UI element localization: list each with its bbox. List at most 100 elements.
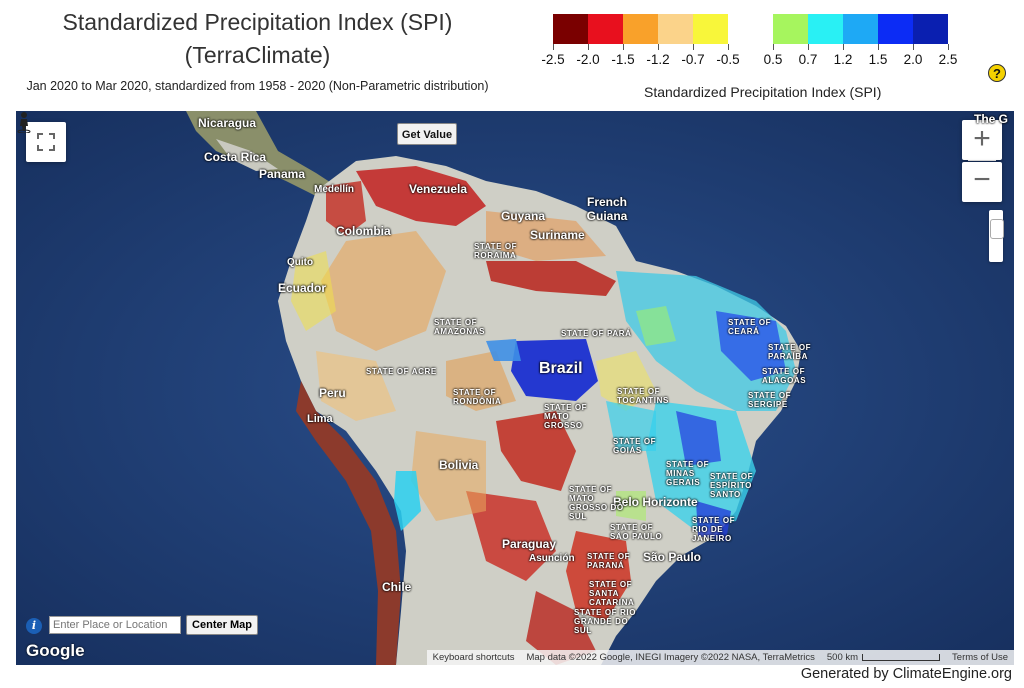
map-label-state: STATE OF ESPÍRITO SANTO <box>710 472 754 499</box>
map-label-state: STATE OF RONDÔNIA <box>453 388 502 406</box>
map-label-city: Medellín <box>314 184 355 195</box>
legend-tick-mark <box>553 44 554 50</box>
info-icon[interactable]: i <box>26 618 42 634</box>
center-map-button[interactable]: Center Map <box>186 615 258 635</box>
page-title: Standardized Precipitation Index (SPI) (… <box>62 9 453 68</box>
legend-tick-mark <box>658 44 659 50</box>
map-view[interactable]: Get Value + − Nicaragua Costa Rica Panam… <box>16 111 1014 665</box>
map-label-city: Lima <box>307 413 333 425</box>
legend-tick-mark <box>728 44 729 50</box>
map-label-city: Asunción <box>529 553 575 564</box>
map-label-state: STATE OF PARAÍBA <box>768 343 812 361</box>
legend-tick-mark <box>878 44 879 50</box>
map-data-attribution: Map data ©2022 Google, INEGI Imagery ©20… <box>526 652 815 663</box>
map-label-state: STATE OF SÃO PAULO <box>610 523 663 541</box>
legend-swatch <box>623 14 658 44</box>
map-label-city: Quito <box>287 257 314 268</box>
map-label-country: Suriname <box>530 228 585 242</box>
zoom-separator <box>968 160 996 161</box>
map-label-country: Chile <box>382 580 412 594</box>
help-icon[interactable]: ? <box>988 64 1006 82</box>
map-label-country: Venezuela <box>409 182 468 196</box>
legend-tick-mark <box>773 44 774 50</box>
map-label-state: STATE OF PARÁ <box>561 329 632 338</box>
map-label-state: STATE OF RIO DE JANEIRO <box>692 516 736 543</box>
map-label-state: STATE OF ACRE <box>366 367 437 376</box>
get-value-button[interactable]: Get Value <box>397 123 457 145</box>
scale-label: 500 km <box>826 652 859 663</box>
legend-tick-mark <box>623 44 624 50</box>
legend-tick-label: -0.5 <box>716 52 740 67</box>
map-label-state: STATE OF PARANÁ <box>587 552 631 570</box>
legend-tick-mark <box>808 44 809 50</box>
legend-tick-label: -2.0 <box>576 52 600 67</box>
legend-tick-label: -0.7 <box>681 52 705 67</box>
map-label-state: STATE OF GOIÁS <box>613 437 657 455</box>
legend-tick-mark <box>913 44 914 50</box>
generated-by-credit: Generated by ClimateEngine.org <box>800 666 1012 682</box>
legend-swatch <box>843 14 878 44</box>
legend-tick-label: 0.7 <box>798 52 818 67</box>
map-label-state: STATE OF MINAS GERAIS <box>666 460 710 487</box>
spi-legend: -2.5 -2.0 -1.5 -1.2 -0.7 -0.5 0.5 0.7 1.2 1.5 2.0 2… <box>540 14 980 104</box>
legend-tick-label: -2.5 <box>541 52 565 67</box>
map-label-state: STATE OF AMAZONAS <box>434 318 486 336</box>
map-label-state: STATE OF ALAGOAS <box>762 367 807 385</box>
legend-swatch <box>878 14 913 44</box>
pegman-icon[interactable] <box>16 111 32 133</box>
map-attribution: Keyboard shortcuts Map data ©2022 Google… <box>426 650 1014 665</box>
legend-tick-label: 1.5 <box>868 52 888 67</box>
map-label-state: STATE OF TOCANTINS <box>617 387 669 405</box>
legend-swatch <box>913 14 948 44</box>
map-imagery <box>16 111 1014 665</box>
legend-tick-label: 0.5 <box>763 52 783 67</box>
legend-swatch <box>588 14 623 44</box>
place-search-input[interactable] <box>49 616 181 634</box>
map-label-country: Peru <box>319 386 346 400</box>
map-label-country: Bolivia <box>439 458 479 472</box>
legend-tick-mark <box>693 44 694 50</box>
fullscreen-button[interactable] <box>26 122 66 162</box>
map-label-country: Colombia <box>336 224 391 238</box>
legend-swatch <box>553 14 588 44</box>
legend-tick-label: -1.5 <box>611 52 635 67</box>
map-label-state: STATE OF RORAIMA <box>474 242 518 260</box>
map-label-country: French Guiana <box>586 195 628 223</box>
page-subtitle: Jan 2020 to Mar 2020, standardized from … <box>26 79 489 93</box>
map-label-state: STATE OF MATO GROSSO DO SUL <box>569 485 624 521</box>
map-label-country: Paraguay <box>502 537 557 551</box>
legend-title: Standardized Precipitation Index (SPI) <box>644 84 882 100</box>
legend-tick-label: 2.0 <box>903 52 923 67</box>
zoom-slider-handle[interactable] <box>990 219 1004 239</box>
map-label-state: STATE OF CEARÁ <box>728 318 772 336</box>
legend-tick-mark <box>948 44 949 50</box>
keyboard-shortcuts-link[interactable]: Keyboard shortcuts <box>432 652 515 663</box>
map-label-state: STATE OF RIO GRANDE DO SUL <box>574 608 637 635</box>
map-label-country: Panama <box>259 167 306 181</box>
terms-of-use-link[interactable]: Terms of Use <box>952 652 1008 663</box>
title-block: Standardized Precipitation Index (SPI) (… <box>20 6 495 95</box>
legend-tick-label: 2.5 <box>938 52 958 67</box>
legend-tick-mark <box>588 44 589 50</box>
map-label-city: Belo Horizonte <box>613 495 698 509</box>
legend-swatch <box>658 14 693 44</box>
map-label-country: Brazil <box>539 360 583 377</box>
map-label-state: STATE OF SANTA CATARINA <box>589 580 635 607</box>
fullscreen-icon <box>37 133 55 151</box>
scale-bar <box>862 653 941 661</box>
scale-indicator: 500 km <box>821 652 946 663</box>
map-label-country: The G <box>974 112 1009 126</box>
map-label-country: Guyana <box>501 209 546 223</box>
map-label-country: Ecuador <box>278 281 327 295</box>
legend-tick-label: -1.2 <box>646 52 670 67</box>
zoom-in-button[interactable]: + <box>962 120 1002 160</box>
map-label-state: STATE OF MATO GROSSO <box>544 403 588 430</box>
legend-swatch <box>808 14 843 44</box>
map-label-city: São Paulo <box>643 550 702 564</box>
map-label-country: Costa Rica <box>204 150 267 164</box>
zoom-out-button[interactable]: − <box>962 162 1002 202</box>
legend-swatch <box>773 14 808 44</box>
google-logo: Google <box>26 641 85 660</box>
legend-tick-mark <box>843 44 844 50</box>
map-label-country: Nicaragua <box>198 116 257 130</box>
